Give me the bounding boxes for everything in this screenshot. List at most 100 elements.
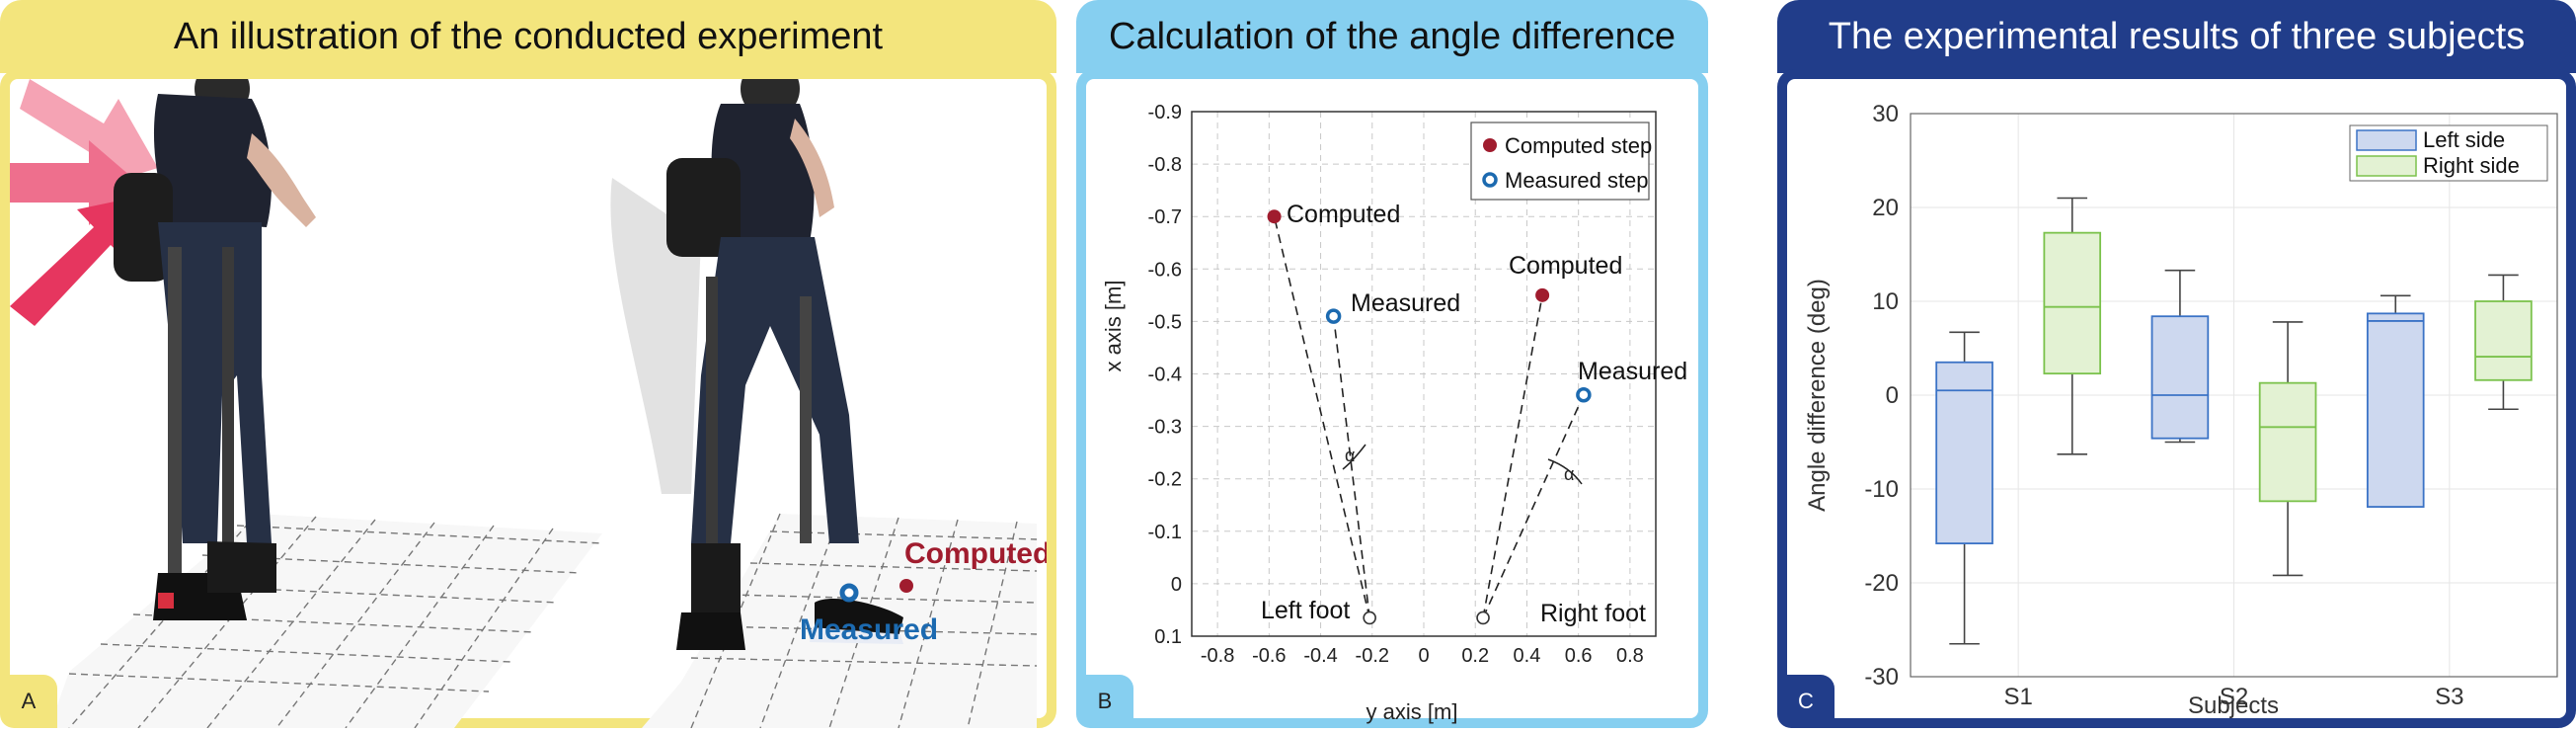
measured-label: Measured xyxy=(800,613,938,646)
box-iqr xyxy=(2043,231,2102,375)
y-axis-label: x axis [m] xyxy=(1101,281,1126,372)
y-tick-label: 20 xyxy=(1872,195,1899,221)
panel-c-title: The experimental results of three subjec… xyxy=(1777,0,2576,73)
panel-b-letter: B xyxy=(1076,675,1133,728)
x-tick-labels: -0.8 -0.6 -0.4 -0.2 0 0.2 0.4 0.6 0.8 xyxy=(1201,645,1644,667)
box-iqr xyxy=(2150,315,2210,440)
x-axis-label: y axis [m] xyxy=(1366,699,1458,724)
force-arrows xyxy=(10,79,158,326)
box-iqr xyxy=(2474,300,2533,381)
legend-measured-marker xyxy=(1482,172,1498,188)
y-tick-label: 0.1 xyxy=(1154,626,1182,648)
chart-y-ticks: 30 20 10 0 -10 -20 -30 xyxy=(1864,101,1899,691)
box-iqr xyxy=(2258,381,2317,503)
y-tick-label: -10 xyxy=(1864,476,1899,503)
foot-point xyxy=(1476,611,1490,625)
y-tick-label: 10 xyxy=(1872,288,1899,315)
panel-a-letter: A xyxy=(0,675,57,728)
foot-point xyxy=(1363,611,1376,625)
x-tick-label: -0.2 xyxy=(1356,645,1389,667)
step-points xyxy=(1267,209,1592,625)
chart-boxes xyxy=(1935,197,2533,645)
panel-b: Calculation of the angle difference -0.8… xyxy=(1076,0,1708,728)
y-tick-label: -0.6 xyxy=(1148,259,1182,281)
panel-b-frame: -0.8 -0.6 -0.4 -0.2 0 0.2 0.4 0.6 0.8 -0.9 -0.8 -0… xyxy=(1076,69,1708,728)
panel-b-title: Calculation of the angle difference xyxy=(1076,0,1708,73)
alpha-arc-right xyxy=(1547,458,1583,485)
legend-computed: Computed step xyxy=(1505,133,1652,158)
x-tick-label: S1 xyxy=(2003,684,2032,710)
y-tick-label: 0 xyxy=(1886,382,1899,409)
y-tick-labels: -0.9 -0.8 -0.7 -0.6 -0.5 -0.4 -0.3 -0.2 -0.1 0 0.1 xyxy=(1148,102,1182,648)
subject-stepping xyxy=(610,59,903,650)
chart-x-ticks: S1 S2 S3 xyxy=(2003,684,2463,710)
x-tick-label: 0.2 xyxy=(1461,645,1489,667)
x-tick-label: -0.8 xyxy=(1201,645,1234,667)
right-computed-label: Computed xyxy=(1509,252,1622,280)
legend-right-side: Right side xyxy=(2423,153,2520,178)
legend-measured: Measured step xyxy=(1505,168,1649,193)
step-line xyxy=(1273,216,1370,618)
plot-axes-box xyxy=(1191,111,1657,637)
box-plot-chart: 30 20 10 0 -10 -20 -30 S1 S2 S3 Angle difference… xyxy=(1804,101,2558,719)
y-tick-label: -0.1 xyxy=(1148,522,1182,543)
y-tick-label: -20 xyxy=(1864,570,1899,597)
chart-axes-box xyxy=(1910,113,2558,678)
y-tick-label: -30 xyxy=(1864,664,1899,691)
arrow-icon xyxy=(20,79,158,188)
x-tick-label: 0 xyxy=(1418,645,1429,667)
y-tick-label: -0.3 xyxy=(1148,417,1182,439)
step-line xyxy=(1482,294,1543,618)
right-side-box-s3 xyxy=(2474,274,2533,411)
panel-a: An illustration of the conducted experim… xyxy=(0,0,1056,729)
measured-step-point xyxy=(1325,308,1342,324)
computed-label: Computed xyxy=(904,537,1047,570)
x-tick-label: S3 xyxy=(2435,684,2463,710)
alpha-arc-left xyxy=(1342,444,1366,470)
panel-c: The experimental results of three subjec… xyxy=(1777,0,2576,728)
chart-x-axis-label: Subjects xyxy=(2188,692,2279,719)
panel-c-letter: C xyxy=(1777,675,1834,728)
right-foot-label: Right foot xyxy=(1540,600,1646,627)
panel-a-title: An illustration of the conducted experim… xyxy=(0,0,1056,73)
legend-left-swatch xyxy=(2356,129,2417,151)
floor-grid-left xyxy=(49,513,603,729)
x-tick-label: -0.6 xyxy=(1252,645,1286,667)
right-side-box-s2 xyxy=(2258,321,2317,577)
chart-y-axis-label: Angle difference (deg) xyxy=(1804,279,1831,512)
panel-a-frame: Computed Measured xyxy=(0,59,1056,729)
panel-c-frame: 30 20 10 0 -10 -20 -30 S1 S2 S3 Angle difference… xyxy=(1777,69,2576,728)
legend-computed-marker xyxy=(1483,138,1497,152)
y-tick-label: -0.7 xyxy=(1148,206,1182,228)
y-tick-label: -0.2 xyxy=(1148,469,1182,491)
alpha-right: α xyxy=(1564,464,1574,484)
experiment-illustration: Computed Measured xyxy=(10,59,1051,729)
y-tick-label: -0.5 xyxy=(1148,311,1182,333)
right-measured-label: Measured xyxy=(1578,358,1687,385)
y-tick-label: -0.8 xyxy=(1148,154,1182,176)
subject-standing xyxy=(114,61,316,620)
right-side-box-s1 xyxy=(2043,197,2102,455)
chart-grid xyxy=(1911,113,2557,678)
angle-difference-plot: -0.8 -0.6 -0.4 -0.2 0 0.2 0.4 0.6 0.8 -0.9-0.8-0… xyxy=(1101,102,1687,724)
y-tick-label: 30 xyxy=(1872,101,1899,127)
left-side-box-s2 xyxy=(2150,269,2210,444)
measured-point-marker xyxy=(839,583,859,603)
left-side-box-s1 xyxy=(1935,331,1993,645)
chart-legend: Left side Right side xyxy=(2349,124,2548,182)
alpha-left: α xyxy=(1345,446,1355,465)
box-iqr xyxy=(2366,312,2425,508)
x-tick-label: 0.4 xyxy=(1514,645,1541,667)
x-tick-label: 0.6 xyxy=(1565,645,1593,667)
computed-point-marker xyxy=(899,579,913,593)
left-computed-label: Computed xyxy=(1287,201,1400,228)
left-measured-label: Measured xyxy=(1351,289,1460,317)
arrow-icon xyxy=(10,196,143,326)
x-tick-label: 0.8 xyxy=(1616,645,1644,667)
y-tick-label: 0 xyxy=(1171,574,1182,596)
step-line xyxy=(1332,315,1370,618)
y-tick-label: -0.4 xyxy=(1148,365,1182,386)
y-tick-label: -0.9 xyxy=(1148,102,1182,123)
x-tick-label: -0.4 xyxy=(1303,645,1337,667)
left-foot-label: Left foot xyxy=(1261,597,1350,624)
